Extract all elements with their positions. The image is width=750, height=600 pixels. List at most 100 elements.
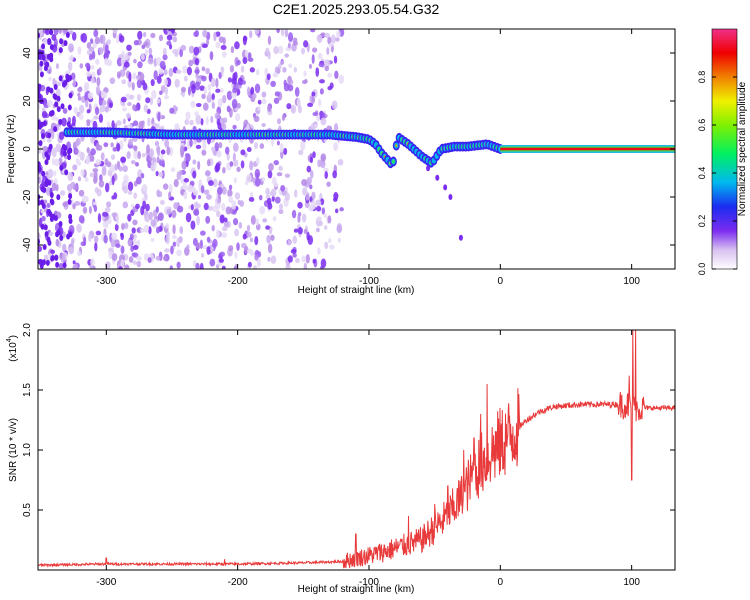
spectrogram-noise-blob <box>227 77 232 83</box>
spectrogram-noise-blob <box>43 254 49 261</box>
spectrogram-noise-blob <box>324 65 330 72</box>
spectrogram-tail-blob <box>448 194 453 200</box>
spectrogram-y-label: Frequency (Hz) <box>6 115 17 184</box>
spectrogram-noise-blob <box>197 160 201 170</box>
spectrogram-noise-blob <box>316 227 320 233</box>
spectrogram-noise-blob <box>278 203 284 211</box>
spectrogram-noise-blob <box>222 166 226 174</box>
spectrogram-noise-blob <box>118 165 123 172</box>
spectrogram-noise-blob <box>320 258 327 269</box>
spectrogram-noise-blob <box>228 245 234 252</box>
spectrogram-noise-blob <box>121 186 126 191</box>
spectrogram-noise-blob <box>103 234 108 244</box>
spectrogram-noise-blob <box>333 142 339 152</box>
spectrogram-noise-blob <box>231 200 237 210</box>
spectrogram-noise-blob <box>159 199 165 205</box>
spectrogram-noise-blob <box>306 165 312 173</box>
spectrogram-noise-blob <box>128 138 133 146</box>
spectrogram-noise-blob <box>93 204 98 213</box>
spectrogram-noise-blob <box>144 214 151 223</box>
spectrogram-x-tick-label: 0 <box>498 276 504 287</box>
spectrogram-noise-blob <box>77 176 82 182</box>
spectrogram-noise-blob <box>207 206 214 211</box>
spectrogram-noise-blob <box>72 260 76 265</box>
colorbar-ticks: 0.0 0.2 0.4 0.6 0.8 <box>697 71 737 275</box>
spectrogram-noise-blob <box>219 251 226 257</box>
spectrogram-noise-blob <box>90 258 95 266</box>
spectrogram-noise-blob <box>231 98 238 109</box>
spectrogram-noise-blob <box>50 255 55 262</box>
spectrogram-noise-blob <box>265 47 270 54</box>
spectrogram-noise-blob <box>256 258 261 268</box>
spectrogram-noise-blob <box>128 72 132 82</box>
spectrogram-noise-blob <box>66 233 71 240</box>
spectrogram-noise-blob <box>58 75 63 82</box>
spectrogram-noise-blob <box>295 257 300 263</box>
spectrogram-noise-blob <box>316 34 323 42</box>
spectrogram-noise-blob <box>40 199 45 206</box>
spectrogram-noise-blob <box>310 200 317 210</box>
spectrogram-noise-blob <box>54 101 59 108</box>
spectrogram-noise-blob <box>233 159 239 167</box>
spectrogram-noise-blob <box>200 118 204 126</box>
snr-panel: -300 -200 -100 0 100 0.5 1.0 1.5 2.0 Height of … <box>6 323 676 595</box>
spectrogram-noise-blob <box>47 208 52 215</box>
spectrogram-noise-blob <box>201 93 206 99</box>
spectrogram-noise-blob <box>229 161 234 167</box>
chart-title: C2E1.2025.293.05.54.G32 <box>273 1 440 17</box>
spectrogram-noise-blob <box>127 238 133 247</box>
spectrogram-noise-blob <box>67 61 73 72</box>
spectrogram-noise-blob <box>48 76 52 82</box>
spectrogram-noise-blob <box>48 143 53 150</box>
spectrogram-noise-blob <box>67 171 74 182</box>
spectrogram-noise-blob <box>317 220 324 227</box>
spectrogram-noise-blob <box>205 194 212 200</box>
spectrogram-tone-core <box>500 147 675 151</box>
spectrogram-noise-blob <box>138 120 144 130</box>
spectrogram-noise-blob <box>157 190 163 198</box>
spectrogram-noise-blob <box>99 105 106 113</box>
spectrogram-noise-blob <box>56 95 61 102</box>
spectrogram-noise-blob <box>96 76 101 87</box>
spectrogram-noise-blob <box>149 96 154 106</box>
spectrogram-noise-blob <box>234 41 240 50</box>
spectrogram-noise-blob <box>265 225 271 230</box>
spectrogram-noise-blob <box>279 142 284 153</box>
spectrogram-noise-blob <box>84 177 89 182</box>
spectrogram-noise-blob <box>338 74 345 84</box>
spectrogram-noise-blob <box>82 206 88 214</box>
spectrogram-noise-blob <box>185 153 191 163</box>
spectrogram-noise-blob <box>238 221 243 229</box>
spectrogram-noise-blob <box>253 115 260 123</box>
spectrogram-noise-blob <box>317 216 322 222</box>
svg-text:(x104): (x104) <box>6 335 19 362</box>
spectrogram-noise-blob <box>261 91 267 98</box>
colorbar-tick-label: 0.4 <box>697 167 707 180</box>
colorbar-tick-label: 0.6 <box>697 119 707 132</box>
spectrogram-noise-blob <box>66 183 73 192</box>
spectrogram-noise-blob <box>305 253 310 264</box>
spectrogram-noise-blob <box>102 211 109 217</box>
spectrogram-noise-blob <box>104 261 111 269</box>
spectrogram-noise-blob <box>221 226 228 232</box>
spectrogram-noise-blob <box>43 224 48 231</box>
spectrogram-noise-blob <box>255 68 260 76</box>
spectrogram-noise-blob <box>178 236 183 244</box>
spectrogram-noise-blob <box>49 216 54 223</box>
spectrogram-noise-blob <box>49 198 54 205</box>
spectrogram-noise-blob <box>38 86 41 93</box>
spectrogram-noise-blob <box>63 40 68 47</box>
spectrogram-noise-blob <box>206 39 210 46</box>
spectrogram-noise-blob <box>143 253 149 261</box>
spectrogram-noise-blob <box>127 213 132 222</box>
spectrogram-noise-blob <box>72 263 78 269</box>
spectrogram-noise-blob <box>116 35 120 44</box>
spectrogram-noise-blob <box>62 262 67 269</box>
spectrogram-noise-blob <box>183 178 190 183</box>
spectrogram-noise-blob <box>241 80 246 85</box>
spectrogram-noise-blob <box>205 116 209 125</box>
spectrogram-noise-blob <box>136 260 142 268</box>
spectrogram-noise-blob <box>247 57 254 62</box>
spectrogram-noise-blob <box>290 80 294 85</box>
snr-x-tick-label: -100 <box>359 577 379 588</box>
